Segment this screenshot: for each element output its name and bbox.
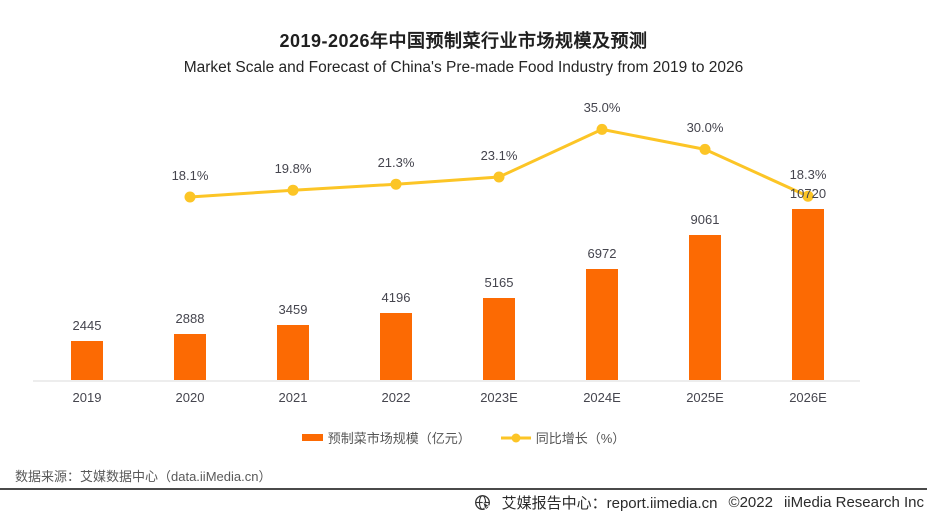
bar-2024E — [586, 269, 618, 380]
growth-line-point — [596, 123, 608, 135]
bar-value-label-2025E: 9061 — [690, 212, 720, 227]
x-axis-label-2022: 2022 — [381, 390, 411, 405]
bar-value-label-2021: 3459 — [278, 302, 308, 317]
bar-2025E — [689, 235, 721, 380]
bar-2022 — [380, 313, 412, 380]
bar-2019 — [71, 341, 103, 380]
x-axis-line — [33, 380, 860, 382]
bar-series-swatch-icon — [301, 434, 323, 441]
legend-label-bar-series: 预制菜市场规模（亿元） — [327, 431, 471, 446]
x-axis-label-2025E: 2025E — [686, 390, 724, 405]
growth-value-label-2024E: 35.0% — [583, 100, 621, 116]
bar-2021 — [277, 325, 309, 380]
growth-line-point — [493, 171, 505, 183]
footer-copyright: ©2022 — [728, 493, 773, 511]
growth-value-label-2020: 18.1% — [171, 168, 209, 183]
footer-company: iiMedia Research Inc — [783, 493, 924, 511]
globe-cursor-icon — [474, 494, 491, 511]
chart-subtitle: Market Scale and Forecast of China's Pre… — [183, 59, 744, 76]
growth-line-point — [699, 143, 711, 155]
bar-value-label-2024E: 6972 — [587, 246, 617, 261]
x-axis-label-2023E: 2023E — [480, 390, 518, 405]
x-axis-label-2019: 2019 — [72, 390, 102, 405]
line-series-marker-icon — [500, 433, 531, 442]
growth-value-label-2022: 21.3% — [377, 155, 415, 171]
data-source-note: 数据来源：艾媒数据中心（data.iiMedia.cn） — [15, 469, 272, 484]
bar-value-label-2020: 2888 — [175, 311, 205, 326]
legend-item-line-series: 同比增长（%） — [500, 428, 626, 447]
growth-value-label-2023E: 23.1% — [480, 148, 518, 163]
footer-brand-label: 艾媒报告中心：report.iimedia.cn — [501, 494, 718, 512]
bar-2020 — [174, 334, 206, 380]
legend-item-bar-series: 预制菜市场规模（亿元） — [301, 428, 471, 447]
bar-2023E — [483, 298, 515, 380]
growth-line-point — [287, 184, 299, 196]
x-axis-label-2021: 2021 — [278, 390, 308, 405]
bar-value-label-2023E: 5165 — [484, 275, 514, 290]
growth-line-point — [390, 178, 402, 190]
bar-value-label-2022: 4196 — [381, 290, 411, 305]
growth-value-label-2026E: 18.3% — [789, 167, 827, 183]
legend-label-line-series: 同比增长（%） — [535, 431, 626, 446]
growth-value-label-2025E: 30.0% — [686, 120, 724, 136]
growth-value-label-2021: 19.8% — [274, 161, 312, 177]
chart-title: 2019-2026年中国预制菜行业市场规模及预测 — [279, 31, 648, 51]
x-axis-label-2026E: 2026E — [789, 390, 827, 405]
growth-line-point — [184, 191, 196, 203]
x-axis-label-2024E: 2024E — [583, 390, 621, 405]
footer-brand-bar: 艾媒报告中心：report.iimedia.cn ©2022 iiMedia R… — [474, 491, 924, 513]
x-axis-label-2020: 2020 — [175, 390, 205, 405]
bar-value-label-2026E: 10720 — [789, 186, 827, 201]
bar-2026E — [792, 209, 824, 380]
bar-value-label-2019: 2445 — [72, 318, 102, 333]
footer-divider — [0, 488, 927, 490]
legend: 预制菜市场规模（亿元） 同比增长（%） — [0, 428, 927, 447]
